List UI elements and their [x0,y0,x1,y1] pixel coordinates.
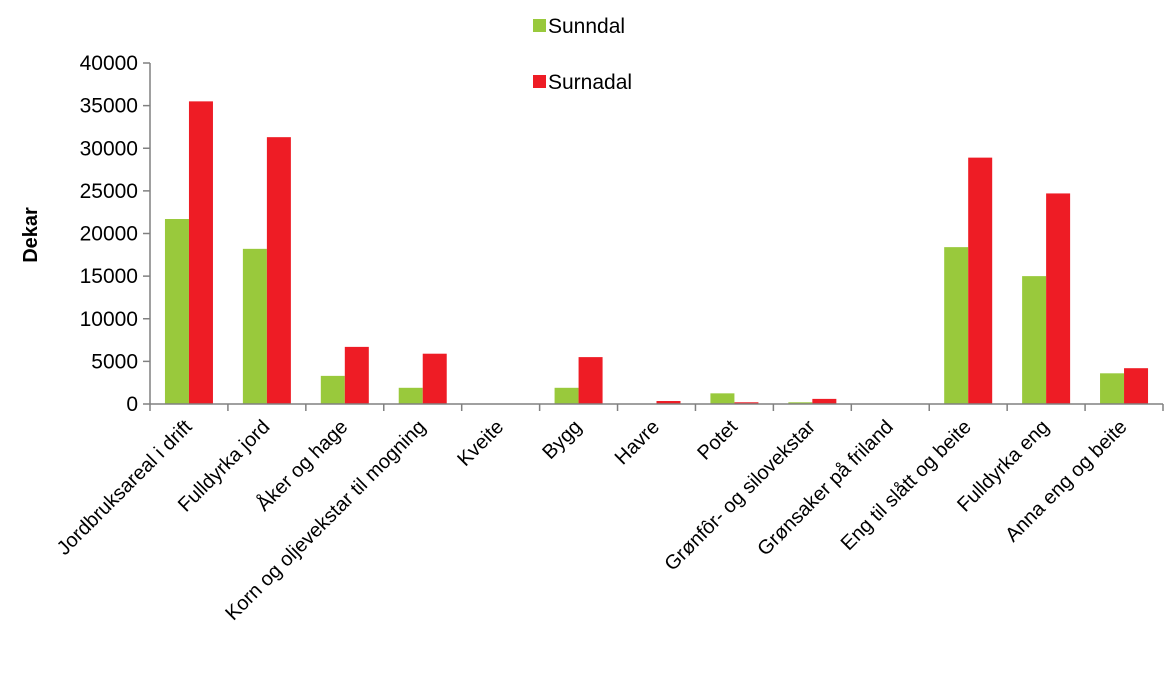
bar-sunndal [710,393,735,404]
bar-surnadal [812,398,837,404]
y-tick-label: 10000 [80,308,138,331]
bar-surnadal [422,353,447,404]
x-category-label: Havre [611,416,664,469]
y-axis-ticks: 0 5000 10000 15000 20000 25000 30000 35000 40000 [80,52,150,416]
legend-label-sunndal: Sunndal [548,15,625,38]
x-category-label: Grønsaker på friland [753,416,897,560]
y-tick-label: 25000 [80,180,138,203]
bar-surnadal [188,101,213,405]
legend: Sunndal Surnadal [533,15,632,94]
legend-swatch-sunndal [533,19,546,32]
y-axis-title: Dekar [20,207,42,263]
bar-surnadal [344,346,369,404]
x-category-label: Grønfôr- og silovekstar [661,416,821,576]
bar-sunndal [320,375,345,404]
x-category-label: Potet [693,416,742,465]
y-tick-label: 30000 [80,137,138,160]
bar-surnadal [266,137,291,405]
y-tick-label: 5000 [91,350,138,373]
y-tick-label: 15000 [80,265,138,288]
legend-swatch-surnadal [533,75,546,88]
bar-sunndal [398,387,423,404]
x-category-label: Kveite [453,416,508,471]
bar-surnadal [1124,368,1149,404]
bar-sunndal [1022,276,1047,404]
x-category-label: Bygg [538,416,586,464]
y-tick-label: 35000 [80,95,138,118]
bar-sunndal [944,247,969,404]
y-tick-label: 0 [126,393,138,416]
bar-sunndal [1100,373,1125,404]
bar-sunndal [242,248,267,404]
bars [164,101,1149,405]
y-tick-label: 20000 [80,223,138,246]
bar-surnadal [734,402,759,404]
x-category-label: Eng til slått og beite [837,416,976,555]
bar-surnadal [968,157,993,404]
y-tick-label: 40000 [80,52,138,75]
bar-surnadal [578,357,603,404]
bar-surnadal [656,401,681,404]
bar-surnadal [1046,193,1071,404]
bar-sunndal [164,219,189,404]
x-category-label: Jordbruksareal i drift [53,416,197,560]
legend-label-surnadal: Surnadal [548,71,632,94]
bar-sunndal [554,387,579,404]
bar-sunndal [788,402,813,404]
